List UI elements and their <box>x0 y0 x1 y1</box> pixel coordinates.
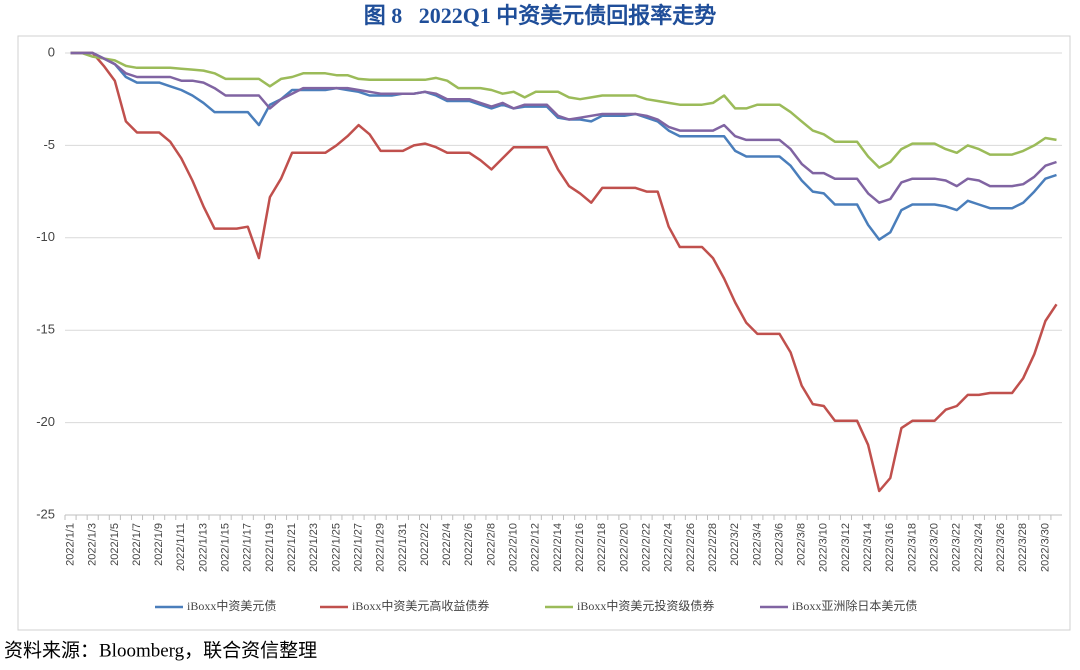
x-tick-label: 2022/1/13 <box>197 523 209 572</box>
x-tick-label: 2022/2/4 <box>441 523 453 566</box>
y-tick-label: -5 <box>43 137 55 152</box>
y-tick-label: -25 <box>36 506 55 521</box>
x-tick-label: 2022/3/6 <box>773 523 785 566</box>
x-tick-label: 2022/2/16 <box>574 523 586 572</box>
x-tick-label: 2022/3/8 <box>796 523 808 566</box>
x-tick-label: 2022/3/14 <box>862 523 874 572</box>
y-tick-label: -20 <box>36 414 55 429</box>
x-tick-label: 2022/2/20 <box>618 523 630 572</box>
x-tick-label: 2022/3/24 <box>973 523 985 572</box>
legend-label: iBoxx亚洲除日本美元债 <box>792 598 917 613</box>
x-tick-label: 2022/3/16 <box>884 523 896 572</box>
x-tick-label: 2022/2/10 <box>508 523 520 572</box>
y-tick-label: -15 <box>36 322 55 337</box>
plot-frame <box>17 35 1071 631</box>
x-tick-label: 2022/2/8 <box>485 523 497 566</box>
x-tick-label: 2022/1/27 <box>352 523 364 572</box>
x-tick-label: 2022/1/31 <box>397 523 409 572</box>
x-tick-label: 2022/1/21 <box>286 523 298 572</box>
x-tick-label: 2022/2/18 <box>596 523 608 572</box>
x-tick-label: 2022/2/12 <box>530 523 542 572</box>
legend-label: iBoxx中资美元投资级债券 <box>577 598 714 613</box>
x-tick-label: 2022/3/4 <box>751 523 763 566</box>
x-tick-label: 2022/3/12 <box>840 523 852 572</box>
x-tick-label: 2022/2/22 <box>640 523 652 572</box>
x-tick-label: 2022/3/28 <box>1017 523 1029 572</box>
x-tick-label: 2022/3/22 <box>951 523 963 572</box>
x-tick-label: 2022/1/7 <box>131 523 143 566</box>
y-tick-label: -10 <box>36 229 55 244</box>
y-tick-label: 0 <box>48 44 55 59</box>
x-tick-label: 2022/1/23 <box>308 523 320 572</box>
chart-title: 图 8 2022Q1 中资美元债回报率走势 <box>364 3 717 28</box>
legend-label: iBoxx中资美元债 <box>187 598 276 613</box>
x-tick-label: 2022/3/20 <box>929 523 941 572</box>
x-tick-label: 2022/1/29 <box>375 523 387 572</box>
x-tick-label: 2022/1/15 <box>220 523 232 572</box>
x-tick-label: 2022/2/24 <box>663 523 675 572</box>
x-tick-label: 2022/1/25 <box>330 523 342 572</box>
legend-label: iBoxx中资美元高收益债券 <box>352 598 489 613</box>
x-tick-label: 2022/1/17 <box>242 523 254 572</box>
series-line <box>70 51 1057 204</box>
x-tick-label: 2022/3/10 <box>818 523 830 572</box>
x-tick-label: 2022/2/28 <box>707 523 719 572</box>
x-tick-label: 2022/1/3 <box>87 523 99 566</box>
x-tick-label: 2022/2/2 <box>419 523 431 566</box>
x-tick-label: 2022/3/26 <box>995 523 1007 572</box>
x-tick-label: 2022/3/18 <box>906 523 918 572</box>
x-tick-label: 2022/2/14 <box>552 523 564 572</box>
x-tick-label: 2022/1/9 <box>153 523 165 566</box>
source-note: 资料来源：Bloomberg，联合资信整理 <box>4 639 317 661</box>
x-tick-label: 2022/1/19 <box>264 523 276 572</box>
x-tick-label: 2022/2/26 <box>685 523 697 572</box>
x-tick-label: 2022/3/2 <box>729 523 741 566</box>
series-line <box>70 51 1058 493</box>
series-line <box>70 51 1057 169</box>
x-tick-label: 2022/1/1 <box>64 523 76 566</box>
x-tick-label: 2022/3/30 <box>1039 523 1051 572</box>
x-tick-label: 2022/1/11 <box>175 523 187 571</box>
x-tick-label: 2022/2/6 <box>463 523 475 566</box>
x-tick-label: 2022/1/5 <box>109 523 121 566</box>
